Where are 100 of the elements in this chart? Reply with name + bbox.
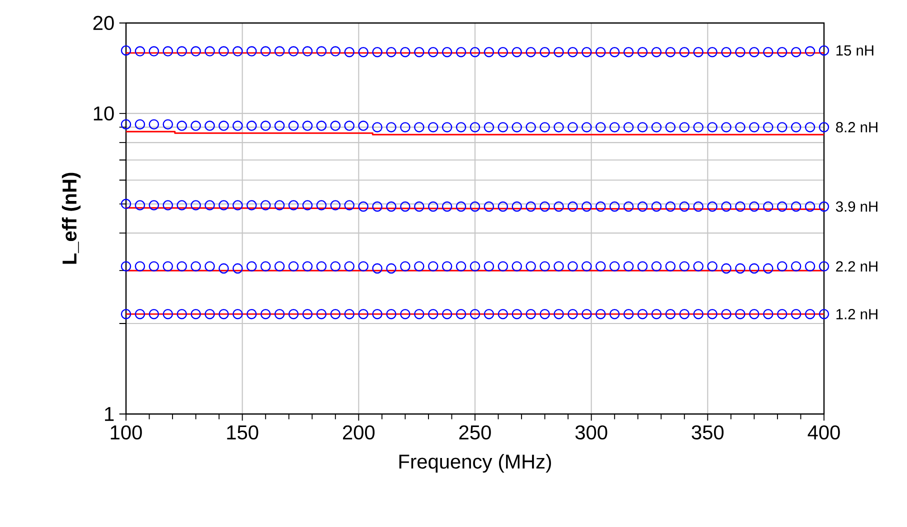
point: [596, 122, 606, 132]
point: [120, 308, 132, 320]
point: [540, 201, 550, 212]
point: [707, 122, 718, 132]
point: [134, 261, 146, 272]
point: [204, 261, 215, 272]
point: [721, 308, 732, 320]
point: [637, 46, 648, 58]
point: [596, 308, 606, 320]
point: [763, 201, 774, 212]
point: [246, 200, 257, 210]
point: [246, 261, 257, 272]
point: [148, 308, 160, 320]
point: [763, 46, 774, 58]
point: [693, 261, 704, 272]
point: [554, 46, 564, 58]
point: [693, 308, 704, 320]
point: [582, 201, 592, 212]
point: [162, 46, 174, 56]
point: [190, 200, 201, 210]
point: [456, 308, 466, 320]
point: [414, 201, 424, 212]
point: [232, 46, 243, 56]
point: [512, 308, 522, 320]
point: [134, 200, 146, 210]
point: [400, 308, 410, 320]
point: [609, 122, 620, 132]
point: [274, 261, 285, 272]
point: [596, 201, 606, 212]
point: [651, 122, 662, 132]
point: [623, 261, 634, 272]
point: [204, 308, 215, 320]
point: [582, 261, 592, 272]
point: [707, 308, 718, 320]
point: [512, 122, 522, 132]
point: [456, 122, 466, 132]
point: [512, 46, 522, 58]
point: [218, 46, 229, 56]
point: [414, 261, 424, 272]
point: [148, 200, 160, 210]
point: [707, 261, 718, 272]
point: [442, 122, 452, 132]
point: [568, 308, 578, 320]
point: [637, 261, 648, 272]
text: 1.2 nH: [836, 308, 878, 320]
point: [162, 200, 174, 210]
point: [790, 201, 802, 212]
point: [428, 122, 438, 132]
point: [274, 200, 285, 210]
point: [609, 308, 620, 320]
point: [470, 261, 480, 272]
point: [776, 201, 788, 212]
point: [498, 201, 508, 212]
point: [428, 308, 438, 320]
point: [148, 261, 160, 272]
point: [651, 261, 662, 272]
point: [358, 308, 368, 320]
point: [176, 46, 187, 56]
point: [344, 308, 354, 320]
point: [665, 261, 676, 272]
point: [540, 261, 550, 272]
point: [818, 261, 830, 272]
point: [260, 261, 271, 272]
point: [790, 261, 802, 272]
point: [204, 46, 215, 56]
point: [428, 46, 438, 58]
point: [274, 120, 285, 131]
point: [679, 308, 690, 320]
point: [176, 120, 187, 131]
y-axis-title: L_eff (nH): [62, 172, 81, 264]
point: [120, 45, 132, 56]
point: [358, 201, 368, 212]
point: [721, 122, 732, 132]
point: [134, 46, 146, 56]
point: [554, 201, 564, 212]
point: [609, 46, 620, 58]
point: [176, 308, 187, 320]
point: [804, 122, 816, 132]
point: [763, 122, 774, 132]
point: [790, 122, 802, 132]
point: [232, 200, 243, 210]
point: [665, 122, 676, 132]
point: [498, 308, 508, 320]
point: [526, 201, 536, 212]
point: [176, 261, 187, 272]
point: [735, 122, 746, 132]
point: [246, 120, 257, 131]
point: [372, 122, 382, 132]
point: [162, 308, 174, 320]
point: [414, 122, 424, 132]
point: [526, 122, 536, 132]
point: [470, 122, 480, 132]
point: [540, 122, 550, 132]
point: [260, 308, 271, 320]
x-tick-label: 400: [808, 425, 840, 440]
point: [679, 201, 690, 212]
point: [568, 261, 578, 272]
point: [218, 263, 229, 274]
point: [749, 122, 760, 132]
point: [400, 122, 410, 132]
